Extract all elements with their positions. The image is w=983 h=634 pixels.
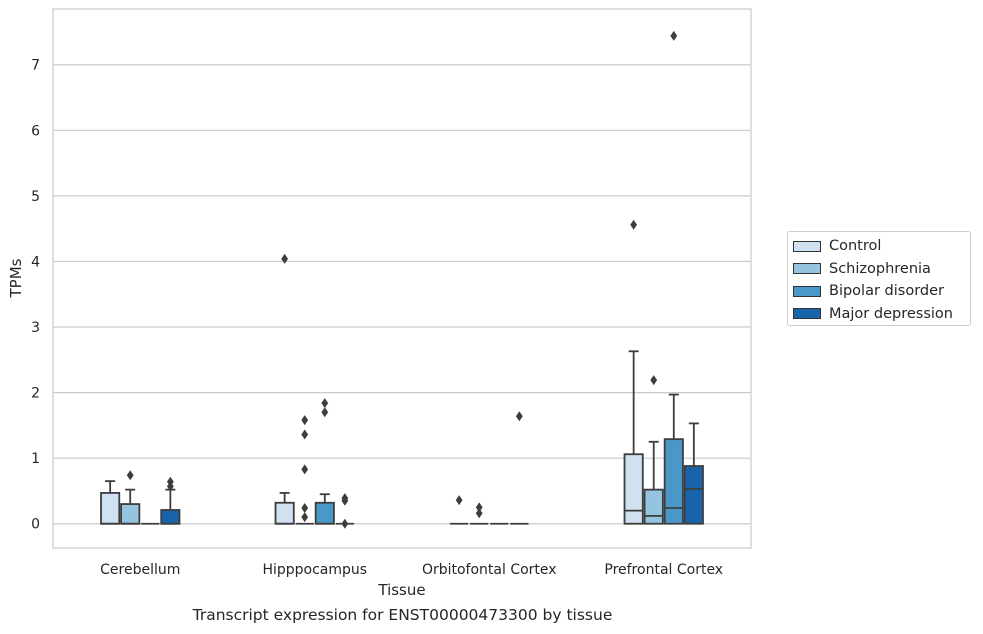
y-tick-label-4: 4 bbox=[31, 254, 40, 270]
outlier-point-0 bbox=[630, 219, 638, 230]
outlier-point-0 bbox=[455, 495, 463, 506]
y-tick-label-6: 6 bbox=[31, 123, 40, 139]
x-tick-label-0: Cerebellum bbox=[100, 562, 180, 578]
box-3-0 bbox=[160, 476, 181, 525]
box-0-1 bbox=[274, 253, 295, 525]
box-body bbox=[683, 465, 704, 525]
x-axis-title: Tissue bbox=[377, 581, 425, 599]
box-body bbox=[314, 501, 335, 525]
legend: Control Schizophrenia Bipolar disorder M… bbox=[787, 231, 971, 326]
box-0-0 bbox=[100, 480, 121, 525]
legend-label-major-depression: Major depression bbox=[829, 305, 953, 322]
box-3-2 bbox=[510, 411, 529, 525]
outlier-point-0 bbox=[301, 512, 309, 523]
outlier-point-3 bbox=[301, 429, 309, 440]
tick-labels: 0 1 2 3 4 5 6 7 Cerebellum Hipppocampus Orbitofont… bbox=[31, 58, 723, 578]
legend-swatch-control bbox=[793, 240, 821, 252]
outlier-point-0 bbox=[650, 375, 658, 386]
y-tick-label-3: 3 bbox=[31, 320, 40, 336]
y-tick-label-5: 5 bbox=[31, 189, 40, 205]
legend-label-control: Control bbox=[829, 238, 882, 255]
outlier-point-1 bbox=[301, 503, 309, 514]
legend-item-bipolar-disorder: Bipolar disorder bbox=[793, 280, 970, 303]
legend-label-schizophrenia: Schizophrenia bbox=[829, 260, 931, 277]
box-2-1 bbox=[314, 398, 335, 525]
box-body bbox=[160, 509, 181, 525]
y-axis-title: TPMs bbox=[7, 258, 25, 298]
x-tick-label-3: Prefrontal Cortex bbox=[604, 562, 723, 578]
x-tick-label-2: Orbitofontal Cortex bbox=[422, 562, 557, 578]
box-body bbox=[623, 453, 644, 525]
outlier-point-1 bbox=[321, 398, 329, 409]
legend-swatch-major-depression bbox=[793, 308, 821, 320]
box-1-3 bbox=[643, 375, 664, 525]
y-tick-label-0: 0 bbox=[31, 517, 40, 533]
outlier-point-2 bbox=[301, 464, 309, 475]
box-3-3 bbox=[683, 422, 704, 525]
box-1-2 bbox=[470, 502, 489, 525]
outlier-point-0 bbox=[126, 470, 134, 481]
box-3-1 bbox=[335, 493, 354, 529]
legend-item-major-depression: Major depression bbox=[793, 303, 970, 326]
outlier-point-4 bbox=[301, 415, 309, 426]
legend-label-bipolar-disorder: Bipolar disorder bbox=[829, 283, 944, 300]
box-body bbox=[274, 501, 295, 525]
outlier-point-0 bbox=[515, 411, 523, 422]
y-tick-label-2: 2 bbox=[31, 386, 40, 402]
box-body bbox=[643, 488, 664, 525]
grid-lines bbox=[53, 64, 751, 525]
outlier-point-0 bbox=[281, 253, 289, 264]
y-tick-label-7: 7 bbox=[31, 58, 40, 74]
box-0-3 bbox=[623, 219, 644, 525]
y-tick-label-1: 1 bbox=[31, 451, 40, 467]
legend-item-schizophrenia: Schizophrenia bbox=[793, 258, 970, 281]
box-marks bbox=[100, 30, 704, 529]
box-body bbox=[120, 503, 141, 525]
plot-area-frame bbox=[52, 8, 752, 549]
outlier-point-0 bbox=[475, 508, 483, 519]
x-tick-label-1: Hipppocampus bbox=[262, 562, 367, 578]
outlier-point-1 bbox=[475, 502, 483, 513]
legend-swatch-schizophrenia bbox=[793, 263, 821, 275]
outlier-point-0 bbox=[321, 407, 329, 418]
outlier-point-1 bbox=[166, 476, 174, 487]
box-1-1 bbox=[295, 415, 314, 525]
box-2-3 bbox=[663, 30, 684, 525]
box-body bbox=[663, 438, 684, 525]
outlier-point-0 bbox=[670, 30, 678, 41]
box-1-0 bbox=[120, 470, 141, 525]
legend-swatch-bipolar-disorder bbox=[793, 285, 821, 297]
legend-item-control: Control bbox=[793, 235, 970, 258]
chart-caption: Transcript expression for ENST0000047330… bbox=[192, 606, 613, 624]
box-0-2 bbox=[450, 495, 469, 525]
outlier-point-2 bbox=[341, 493, 349, 504]
box-body bbox=[100, 492, 121, 525]
outlier-point-0 bbox=[341, 518, 349, 529]
